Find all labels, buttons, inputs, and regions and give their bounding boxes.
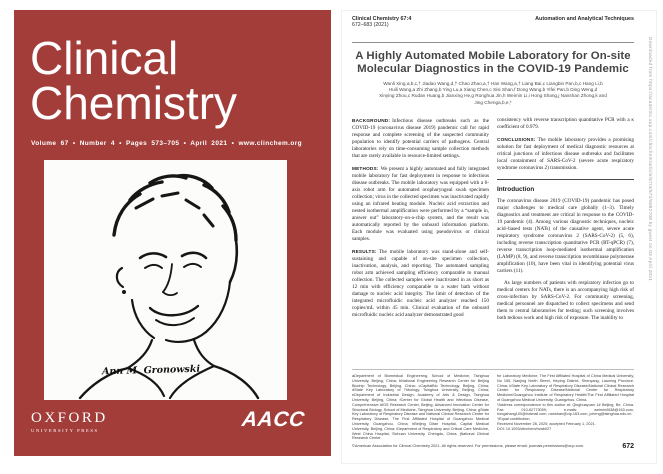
journal-reference-line1: Clinical Chemistry 67:4 bbox=[352, 16, 412, 22]
footnote-rule bbox=[352, 369, 634, 370]
journal-cover: Clinical Chemistry Volume 67 • Number 4 … bbox=[14, 10, 331, 456]
page-header: Clinical Chemistry 67:4 672–683 (2021) A… bbox=[352, 16, 634, 29]
cover-portrait: Ann M. Gronowski bbox=[44, 160, 287, 400]
cover-issue-line: Volume 67 • Number 4 • Pages 573–705 • A… bbox=[31, 140, 303, 147]
footnote-correspondence: *Address correspondence to this author a… bbox=[497, 402, 634, 417]
background-text: Infectious disease outbreaks such as the… bbox=[352, 118, 489, 159]
footnote-doi: DOI: 10.1093/clinchem/hvab027 bbox=[497, 426, 552, 431]
introduction-rule bbox=[497, 179, 634, 180]
oxford-logo: OXFORD UNIVERSITY PRESS bbox=[31, 410, 108, 433]
introduction-paragraph-1: The coronavirus disease 2019 (COVID-19) … bbox=[497, 198, 634, 274]
author-line: Wanli Xing,a,b,c,† Jiadao Wang,d,† Chao … bbox=[383, 81, 603, 86]
article-first-page: Clinical Chemistry 67:4 672–683 (2021) A… bbox=[341, 10, 657, 464]
conclusions-label: CONCLUSIONS: bbox=[497, 137, 536, 142]
footnote-left-column: aDepartment of Biomedical Engineering, S… bbox=[352, 374, 489, 440]
methods-label: METHODS: bbox=[352, 166, 379, 171]
author-line: Xinying Zhou,c Rudan Huang,b Jianxing He… bbox=[379, 93, 607, 99]
results-text-left: The mobile laboratory was stand-alone an… bbox=[352, 249, 489, 318]
footnotes: aDepartment of Biomedical Engineering, S… bbox=[352, 374, 634, 440]
page-number: 672 bbox=[622, 443, 634, 450]
page-footer: ©American Association for Clinical Chemi… bbox=[352, 443, 634, 450]
introduction-heading: Introduction bbox=[497, 186, 535, 193]
author-line: Huili Wang,a Zhi Zhang,b Ying Lu,a Xiang… bbox=[388, 87, 598, 93]
journal-reference: Clinical Chemistry 67:4 672–683 (2021) bbox=[352, 16, 411, 29]
cover-title: Clinical Chemistry bbox=[30, 32, 238, 129]
methods-text: We present a highly automated and fully … bbox=[352, 166, 489, 242]
oxford-logo-text: OXFORD bbox=[31, 410, 108, 426]
cover-title-line1: Clinical bbox=[30, 32, 179, 84]
results-label: RESULTS: bbox=[352, 249, 377, 254]
left-column: BACKGROUND: Infectious disease outbreaks … bbox=[352, 117, 489, 367]
author-list: Wanli Xing,a,b,c,† Jiadao Wang,d,† Chao … bbox=[356, 81, 630, 106]
aacc-logo: AACC bbox=[241, 408, 307, 431]
copyright-line: ©American Association for Clinical Chemi… bbox=[352, 443, 585, 448]
article-title: A Highly Automated Mobile Laboratory for… bbox=[352, 50, 634, 76]
header-rule bbox=[352, 42, 634, 43]
abstract-methods: METHODS: We present a highly automated an… bbox=[352, 165, 489, 243]
article-title-line1: A Highly Automated Mobile Laboratory for… bbox=[355, 50, 631, 62]
author-line: Jing Chenga,b,e,* bbox=[474, 99, 512, 105]
abstract-results: RESULTS: The mobile laboratory was stand-… bbox=[352, 248, 489, 319]
footnote-equal-contribution: †Equal contribution. bbox=[497, 417, 531, 422]
abstract-conclusions: CONCLUSIONS: The mobile laboratory provid… bbox=[497, 136, 634, 172]
footnote-received-accepted: Received November 28, 2020; accepted Feb… bbox=[497, 421, 596, 426]
cover-title-line2: Chemistry bbox=[30, 77, 238, 129]
running-head-section: Automation and Analytical Techniques bbox=[535, 16, 634, 22]
article-title-line2: Molecular Diagnostics in the COVID-19 Pa… bbox=[357, 63, 629, 76]
body-columns: BACKGROUND: Infectious disease outbreaks … bbox=[352, 117, 634, 367]
abstract-background: BACKGROUND: Infectious disease outbreaks … bbox=[352, 117, 489, 160]
journal-reference-line2: 672–683 (2021) bbox=[352, 22, 389, 29]
footnote-affiliations-continued: for Laboratory Medicine, The First Affil… bbox=[497, 374, 634, 402]
download-watermark: Downloaded from https://academic.oup.com… bbox=[648, 37, 653, 281]
abstract-results-continued: consistency with reverse transcription q… bbox=[497, 117, 634, 131]
results-text-right: consistency with reverse transcription q… bbox=[497, 117, 634, 130]
portrait-sketch-icon bbox=[78, 173, 260, 400]
right-column: consistency with reverse transcription q… bbox=[497, 117, 634, 367]
background-label: BACKGROUND: bbox=[352, 118, 391, 123]
conclusions-text: The mobile laboratory provides a promisi… bbox=[497, 137, 634, 171]
footnote-right-column: for Laboratory Medicine, The First Affil… bbox=[497, 374, 634, 440]
oxford-logo-subtext: UNIVERSITY PRESS bbox=[31, 428, 99, 433]
introduction-paragraph-2: As large numbers of patients with respir… bbox=[497, 280, 634, 321]
